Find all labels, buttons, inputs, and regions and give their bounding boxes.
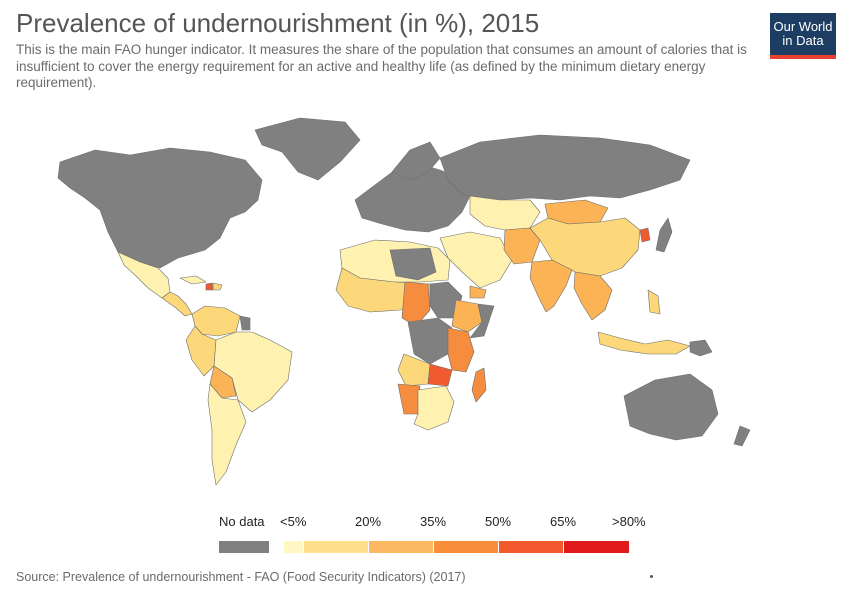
region-guiana [239, 315, 251, 331]
region-east-africa [447, 327, 475, 373]
region-angola [397, 353, 431, 387]
region-north-korea [639, 227, 651, 243]
region-central-asia [469, 195, 541, 231]
region-north-america [57, 147, 263, 269]
logo-line-1: Our World [773, 19, 833, 34]
source-note[interactable]: Source: Prevalence of undernourishment -… [16, 570, 466, 584]
region-greenland [254, 117, 361, 181]
legend-bin-swatch [564, 541, 630, 553]
legend-tick: <5% [280, 514, 307, 529]
region-cuba [179, 275, 207, 285]
legend-bin-swatch [434, 541, 499, 553]
legend-bin-swatch [284, 541, 304, 553]
region-japan [655, 217, 673, 253]
region-namibia [397, 383, 421, 415]
region-haiti [205, 282, 214, 291]
region-yemen [469, 285, 487, 299]
legend-tick: 20% [355, 514, 382, 529]
region-southern-africa [413, 385, 455, 431]
legend-no-data-swatch [219, 541, 269, 553]
region-drc [407, 317, 453, 365]
legend-tick: 35% [420, 514, 447, 529]
region-australia [623, 373, 719, 441]
region-dominican-republic [212, 282, 223, 291]
legend-bin-swatch [369, 541, 434, 553]
region-bolivia [209, 365, 237, 399]
decorative-dot [650, 575, 653, 578]
world-map [57, 117, 751, 486]
legend-tick: >80% [612, 514, 646, 529]
region-southern-cone [207, 383, 247, 486]
region-ethiopia [451, 299, 483, 333]
region-central-america [161, 291, 193, 317]
legend-tick: 65% [550, 514, 577, 529]
region-madagascar [471, 367, 487, 403]
legend-no-data-label: No data [219, 514, 265, 529]
logo-line-2: in Data [782, 33, 824, 48]
region-southeast-asia [573, 271, 613, 321]
legend-bin-swatch [304, 541, 369, 553]
legend-bin-swatch [499, 541, 564, 553]
chart-title: Prevalence of undernourishment (in %), 2… [16, 8, 540, 38]
region-indonesia [597, 331, 691, 355]
region-chad-cameroon [401, 281, 431, 327]
region-india [529, 259, 573, 313]
region-philippines [647, 289, 661, 315]
region-peru-ecuador [185, 325, 217, 377]
owid-logo[interactable]: Our World in Data [770, 13, 836, 59]
region-middle-east [439, 231, 513, 289]
region-papua [689, 339, 713, 357]
region-libya-sahara [389, 247, 437, 281]
region-russia [439, 134, 691, 201]
region-zambia [427, 363, 453, 387]
legend-tick: 50% [485, 514, 512, 529]
chart-subtitle: This is the main FAO hunger indicator. I… [16, 42, 747, 90]
region-new-zealand [733, 425, 751, 447]
region-somalia [469, 303, 495, 339]
